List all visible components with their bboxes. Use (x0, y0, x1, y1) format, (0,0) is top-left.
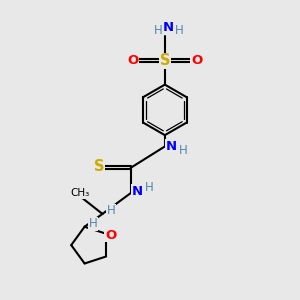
Text: S: S (160, 53, 170, 68)
Text: N: N (163, 21, 174, 34)
Text: O: O (191, 54, 202, 67)
Text: CH₃: CH₃ (70, 188, 90, 198)
Text: O: O (105, 229, 116, 242)
Text: H: H (88, 217, 97, 230)
Text: N: N (166, 140, 177, 153)
Text: H: H (154, 24, 163, 37)
Text: O: O (128, 54, 139, 67)
Text: H: H (145, 181, 154, 194)
Text: H: H (179, 143, 188, 157)
Text: N: N (132, 185, 143, 198)
Text: S: S (94, 158, 105, 173)
Text: H: H (175, 24, 183, 37)
Text: H: H (106, 204, 115, 218)
